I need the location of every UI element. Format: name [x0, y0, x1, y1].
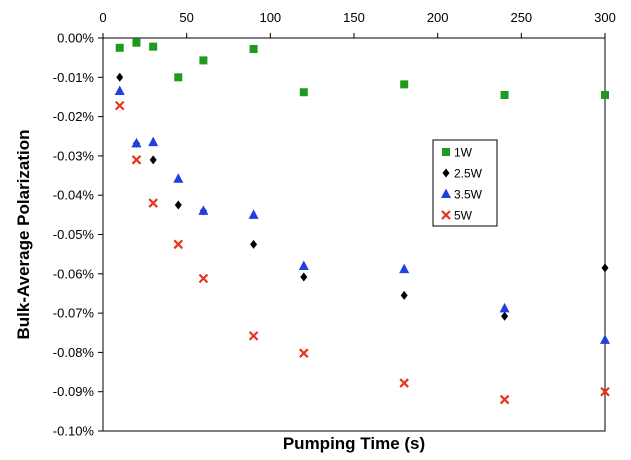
data-point — [114, 85, 125, 96]
data-point — [131, 155, 142, 165]
legend-marker — [442, 168, 450, 178]
data-point — [198, 273, 209, 284]
x-marker-stroke — [173, 239, 184, 250]
data-point — [501, 311, 509, 321]
data-point — [499, 302, 510, 313]
plot-area: 0 50 100 150 200 250 300 0.00% -0.01% -0.02% -0.0… — [53, 10, 616, 439]
data-point — [399, 263, 410, 274]
legend-marker — [441, 210, 451, 220]
x-axis-title: Pumping Time (s) — [283, 434, 425, 453]
data-point — [148, 198, 158, 208]
data-point — [249, 45, 258, 54]
data-point — [499, 394, 510, 405]
series-5w — [114, 100, 610, 405]
data-marks — [114, 38, 610, 405]
x-marker-stroke — [299, 348, 309, 358]
data-point — [174, 200, 182, 210]
legend-label: 3.5W — [454, 188, 483, 202]
y-tick-label: -0.05% — [53, 227, 95, 242]
data-point — [400, 290, 408, 300]
data-point — [116, 72, 124, 82]
x-tick-label: 50 — [179, 10, 193, 25]
y-tick-label: 0.00% — [57, 31, 94, 46]
x-marker-stroke — [148, 198, 158, 208]
data-point — [601, 263, 609, 273]
x-tick-label: 100 — [259, 10, 281, 25]
y-tick-label: -0.07% — [53, 306, 95, 321]
legend-marker — [441, 188, 451, 198]
x-tick-label: 150 — [343, 10, 365, 25]
data-point — [600, 334, 610, 344]
data-point — [248, 331, 259, 341]
data-point — [299, 348, 309, 358]
legend-label: 5W — [454, 209, 473, 223]
x-marker-stroke — [198, 273, 209, 284]
data-point — [248, 209, 259, 219]
data-point — [298, 260, 309, 270]
series-1w — [115, 38, 609, 99]
x-marker-stroke — [399, 378, 409, 388]
legend: 1W 2.5W 3.5W 5W — [432, 139, 498, 227]
data-point — [173, 173, 184, 183]
data-point — [600, 386, 610, 397]
data-point — [149, 155, 157, 165]
y-tick-label: -0.04% — [53, 188, 95, 203]
y-tick-label: -0.08% — [53, 345, 95, 360]
legend-item: 1W — [442, 146, 473, 160]
y-tick-label: -0.10% — [53, 424, 95, 439]
data-point — [132, 38, 141, 47]
y-tick-label: -0.06% — [53, 266, 95, 281]
legend-item: 5W — [441, 209, 473, 223]
y-axis-title: Bulk-Average Polarization — [14, 129, 33, 339]
data-point — [601, 90, 609, 99]
x-marker-stroke — [248, 331, 259, 341]
data-point — [198, 205, 209, 215]
x-tick-label: 300 — [594, 10, 616, 25]
series-3-5w — [114, 85, 610, 344]
legend-label: 1W — [454, 146, 473, 160]
data-point — [199, 56, 208, 65]
data-point — [149, 42, 158, 51]
data-point — [400, 80, 409, 89]
x-tick-label: 250 — [510, 10, 532, 25]
x-tick-label: 0 — [99, 10, 106, 25]
data-point — [250, 239, 258, 249]
legend-item: 2.5W — [442, 167, 483, 181]
data-point — [174, 73, 183, 82]
data-point — [299, 88, 308, 97]
data-point — [148, 136, 159, 147]
x-marker-stroke — [441, 210, 451, 220]
data-point — [131, 137, 142, 148]
x-axis: 0 50 100 150 200 250 300 — [99, 10, 616, 38]
data-point — [300, 272, 308, 282]
x-marker-stroke — [600, 386, 610, 397]
y-tick-label: -0.01% — [53, 70, 95, 85]
x-tick-label: 200 — [427, 10, 449, 25]
data-point — [399, 378, 409, 388]
data-point — [173, 239, 184, 250]
y-tick-label: -0.02% — [53, 109, 95, 124]
data-point — [500, 90, 509, 99]
data-point — [115, 43, 124, 52]
y-tick-label: -0.03% — [53, 148, 95, 163]
legend-marker — [442, 148, 450, 156]
data-point — [114, 100, 125, 111]
x-marker-stroke — [499, 394, 510, 405]
x-marker-stroke — [131, 155, 142, 165]
y-axis: 0.00% -0.01% -0.02% -0.03% -0.04% -0.05% -0.06… — [53, 31, 103, 439]
legend-label: 2.5W — [454, 167, 483, 181]
y-tick-label: -0.09% — [53, 384, 95, 399]
legend-item: 3.5W — [441, 188, 483, 202]
x-marker-stroke — [114, 100, 125, 111]
